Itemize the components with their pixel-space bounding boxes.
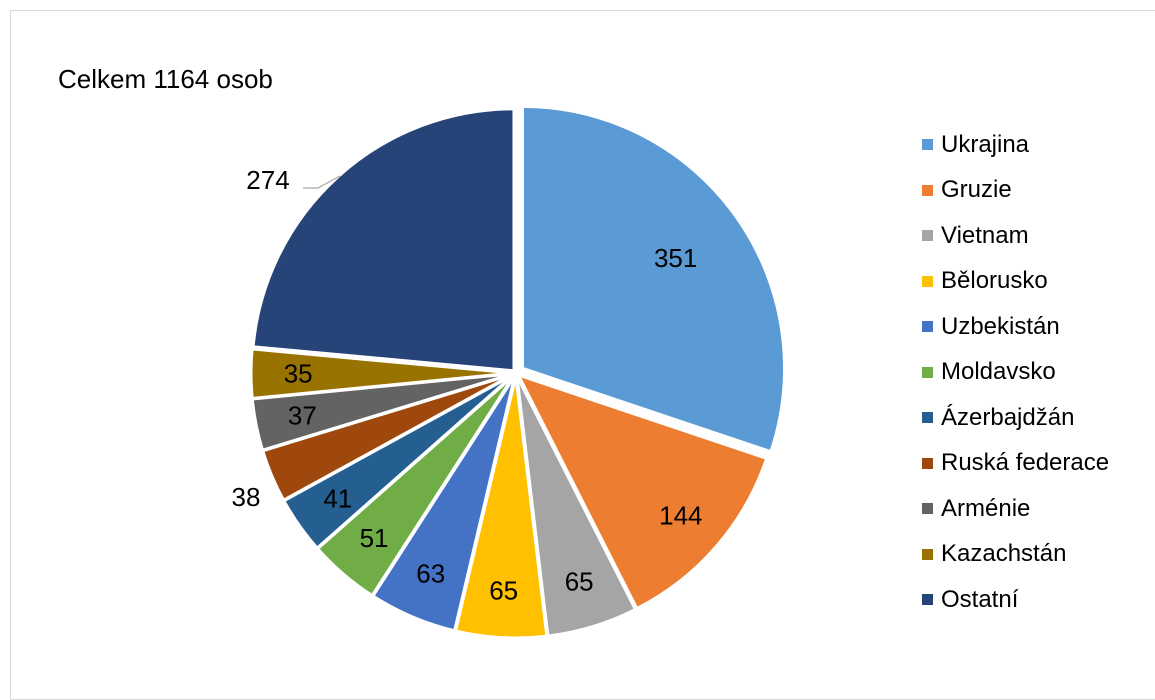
pie-slice-ostatni: [251, 107, 516, 373]
legend-swatch: [922, 548, 933, 560]
pie-slices: [249, 104, 786, 640]
chart-title: Celkem 1164 osob: [58, 64, 273, 94]
legend-swatch: [922, 139, 933, 151]
legend-item-gruzie: Gruzie: [922, 168, 1109, 214]
legend-item-ostatni: Ostatní: [922, 577, 1109, 623]
pie-slice-gruzie: [516, 373, 769, 611]
pie-slice-kazachstan: [249, 347, 515, 400]
legend-label: Uzbekistán: [941, 312, 1060, 340]
legend-label: Moldavsko: [941, 358, 1056, 386]
leader-lines: [303, 175, 341, 189]
legend-label: Gruzie: [941, 176, 1012, 204]
legend-swatch: [922, 412, 933, 424]
data-label-uzbekistan: 63: [416, 558, 445, 588]
legend-item-ruska-federace: Ruská federace: [922, 441, 1109, 487]
data-label-moldavsko: 51: [360, 523, 389, 553]
data-label-ruska-federace: 38: [232, 482, 261, 512]
legend-item-moldavsko: Moldavsko: [922, 350, 1109, 396]
legend-swatch: [922, 275, 933, 287]
data-label-ostatni: 274: [246, 165, 289, 195]
data-label-vietnam: 65: [565, 566, 594, 596]
data-label-armenie: 37: [288, 401, 317, 431]
data-label-gruzie: 144: [659, 500, 702, 530]
data-label-kazachstan: 35: [284, 359, 313, 389]
legend-item-ukrajina: Ukrajina: [922, 122, 1109, 168]
legend-item-uzbekistan: Uzbekistán: [922, 304, 1109, 350]
legend: Ukrajina Gruzie Vietnam Bělorusko Uzbekistán…: [922, 122, 1109, 623]
legend-item-vietnam: Vietnam: [922, 213, 1109, 259]
legend-label: Ázerbajdžán: [941, 403, 1075, 431]
legend-label: Ostatní: [941, 585, 1019, 613]
legend-label: Arménie: [941, 494, 1031, 522]
legend-label: Ruská federace: [941, 449, 1110, 477]
leader-line-ostatni: [303, 175, 341, 189]
data-labels: 351 144 65 65 63 51 41 38 37 35 274: [232, 165, 703, 605]
legend-swatch: [922, 503, 933, 515]
legend-swatch: [922, 230, 933, 242]
legend-item-armenie: Arménie: [922, 486, 1109, 532]
legend-item-belorusko: Bělorusko: [922, 259, 1109, 305]
legend-swatch: [922, 366, 933, 378]
data-label-azerbajdzan: 41: [323, 483, 352, 513]
legend-label: Bělorusko: [941, 267, 1048, 295]
legend-item-kazachstan: Kazachstán: [922, 532, 1109, 578]
legend-label: Kazachstán: [941, 540, 1067, 568]
data-label-belorusko: 65: [489, 575, 518, 605]
legend-item-azerbajdzan: Ázerbajdžán: [922, 395, 1109, 441]
legend-label: Vietnam: [941, 221, 1029, 249]
legend-swatch: [922, 457, 933, 469]
pie-slice-ukrajina: [520, 104, 786, 454]
data-label-ukrajina: 351: [654, 243, 697, 273]
legend-swatch: [922, 321, 933, 333]
legend-swatch: [922, 184, 933, 196]
legend-label: Ukrajina: [941, 130, 1030, 158]
legend-swatch: [922, 594, 933, 606]
